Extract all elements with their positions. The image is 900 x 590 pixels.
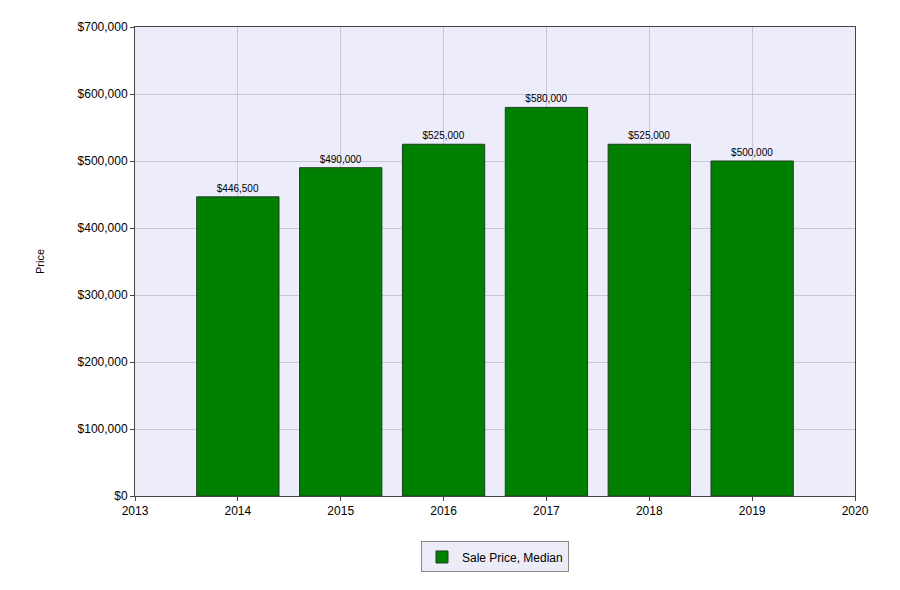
svg-text:$100,000: $100,000 [78,422,128,436]
svg-text:$600,000: $600,000 [78,87,128,101]
svg-text:2020: 2020 [842,504,869,518]
svg-text:$490,000: $490,000 [320,154,362,165]
svg-text:2015: 2015 [327,504,354,518]
svg-text:$0: $0 [114,489,128,503]
svg-text:$500,000: $500,000 [78,154,128,168]
svg-text:$580,000: $580,000 [525,93,567,104]
svg-text:$200,000: $200,000 [78,355,128,369]
svg-text:2018: 2018 [636,504,663,518]
svg-text:$525,000: $525,000 [422,130,464,141]
svg-text:2016: 2016 [430,504,457,518]
svg-text:Sale Price, Median: Sale Price, Median [462,551,563,565]
svg-text:2013: 2013 [122,504,149,518]
svg-text:$525,000: $525,000 [628,130,670,141]
svg-text:$400,000: $400,000 [78,221,128,235]
svg-text:2019: 2019 [739,504,766,518]
svg-text:Price: Price [34,249,46,274]
svg-text:$300,000: $300,000 [78,288,128,302]
svg-text:2014: 2014 [225,504,252,518]
svg-text:$500,000: $500,000 [731,147,773,158]
svg-text:$446,500: $446,500 [217,183,259,194]
svg-text:2017: 2017 [533,504,560,518]
svg-text:$700,000: $700,000 [78,20,128,34]
